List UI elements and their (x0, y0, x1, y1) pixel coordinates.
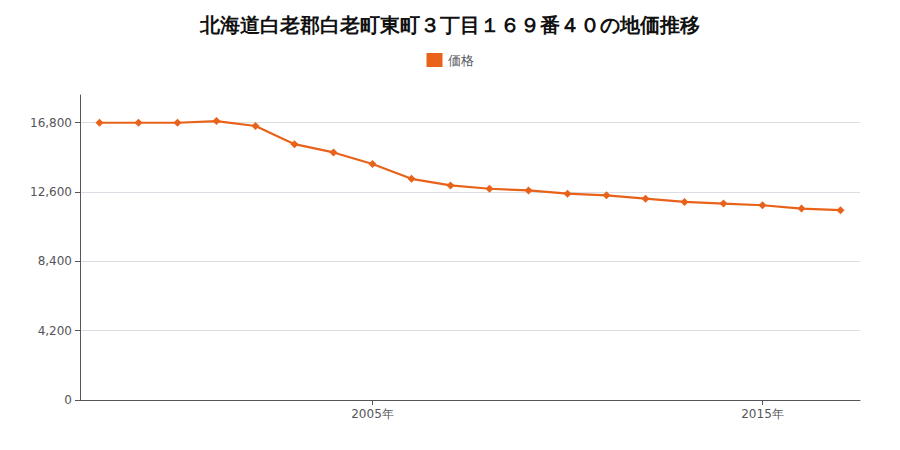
svg-text:北海道白老郡白老町東町３丁目１６９番４０の地価推移: 北海道白老郡白老町東町３丁目１６９番４０の地価推移 (199, 13, 700, 37)
svg-text:2015年: 2015年 (741, 407, 784, 421)
svg-text:0: 0 (64, 393, 72, 407)
svg-text:価格: 価格 (448, 53, 474, 68)
svg-text:8,400: 8,400 (38, 254, 72, 268)
svg-text:2005年: 2005年 (351, 407, 394, 421)
svg-text:4,200: 4,200 (38, 324, 72, 338)
svg-text:12,600: 12,600 (30, 185, 72, 199)
svg-text:16,800: 16,800 (30, 116, 72, 130)
